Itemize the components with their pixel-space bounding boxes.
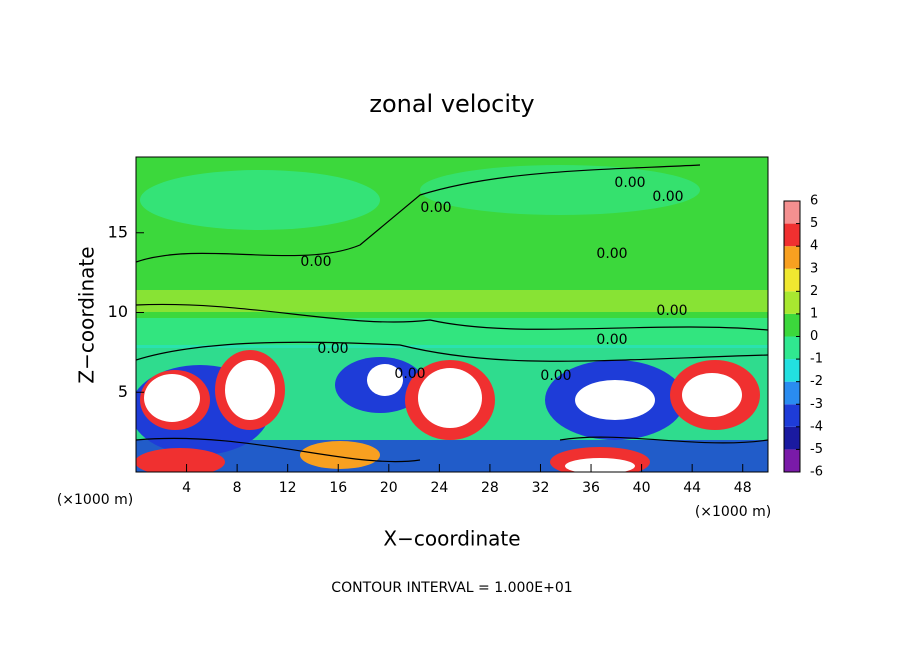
colorbar-tick-label: -5 — [810, 442, 823, 457]
contour-label: 0.00 — [656, 303, 687, 319]
contour-label: 0.00 — [596, 332, 627, 348]
x-tick-label: 28 — [481, 480, 499, 496]
contour-label: 0.00 — [596, 246, 627, 262]
x-tick-label: 36 — [582, 480, 600, 496]
chart-title: zonal velocity — [369, 90, 534, 118]
colorbar-band — [784, 291, 800, 314]
contour-label: 0.00 — [614, 175, 645, 191]
contour-label: 0.00 — [420, 200, 451, 216]
x-tick-label: 8 — [233, 480, 242, 496]
field — [136, 157, 768, 472]
colorbar-tick-label: 5 — [810, 216, 818, 231]
colorbar-tick-label: -3 — [810, 397, 823, 412]
x-tick-label: 12 — [279, 480, 297, 496]
contour-label: 0.00 — [394, 366, 425, 382]
x-tick-label: 44 — [683, 480, 701, 496]
contour-label: 0.00 — [540, 368, 571, 384]
x-tick-label: 4 — [182, 480, 191, 496]
colorbar-tick-label: 0 — [810, 329, 818, 344]
contour-label: 0.00 — [652, 189, 683, 205]
colorbar-band — [784, 246, 800, 269]
colorbar-band — [784, 223, 800, 247]
y-axis-label: Z−coordinate — [75, 246, 99, 383]
colorbar-tick-label: -1 — [810, 352, 823, 367]
x-tick-label: 16 — [329, 480, 347, 496]
contour-label: 0.00 — [300, 254, 331, 270]
colorbar-band — [784, 404, 800, 427]
colorbar-band — [784, 381, 800, 405]
colorbar-tick-label: -2 — [810, 374, 823, 389]
x-tick-label: 32 — [532, 480, 550, 496]
colorbar-tick-label: 4 — [810, 239, 818, 254]
x-axis-label: X−coordinate — [383, 527, 520, 551]
y-tick-label: 5 — [118, 382, 128, 401]
x-unit: (×1000 m) — [57, 492, 133, 508]
x-tick-label: 20 — [380, 480, 398, 496]
colorbar-tick-label: -6 — [810, 465, 823, 480]
colorbar-band — [784, 268, 800, 292]
x-tick-label: 48 — [734, 480, 752, 496]
colorbar-band — [784, 336, 800, 360]
colorbar-band — [784, 359, 800, 382]
x-tick-label: 24 — [430, 480, 448, 496]
x-tick-label: 40 — [633, 480, 651, 496]
colorbar-tick-label: 3 — [810, 261, 818, 276]
colorbar-band — [784, 449, 800, 472]
colorbar-tick-label: 2 — [810, 284, 818, 299]
contour-label: 0.00 — [317, 341, 348, 357]
y-tick-label: 15 — [108, 222, 128, 241]
plot-frame — [135, 156, 769, 473]
colorbar-band — [784, 426, 800, 450]
footnote: CONTOUR INTERVAL = 1.000E+01 — [331, 580, 572, 596]
colorbar-band — [784, 313, 800, 337]
colorbar-tick-label: 6 — [810, 194, 818, 209]
colorbar-band — [784, 201, 800, 224]
colorbar-tick-label: -4 — [810, 419, 823, 434]
y-tick-label: 10 — [108, 302, 128, 321]
x-unit: (×1000 m) — [695, 504, 771, 520]
colorbar-tick-label: 1 — [810, 306, 818, 321]
